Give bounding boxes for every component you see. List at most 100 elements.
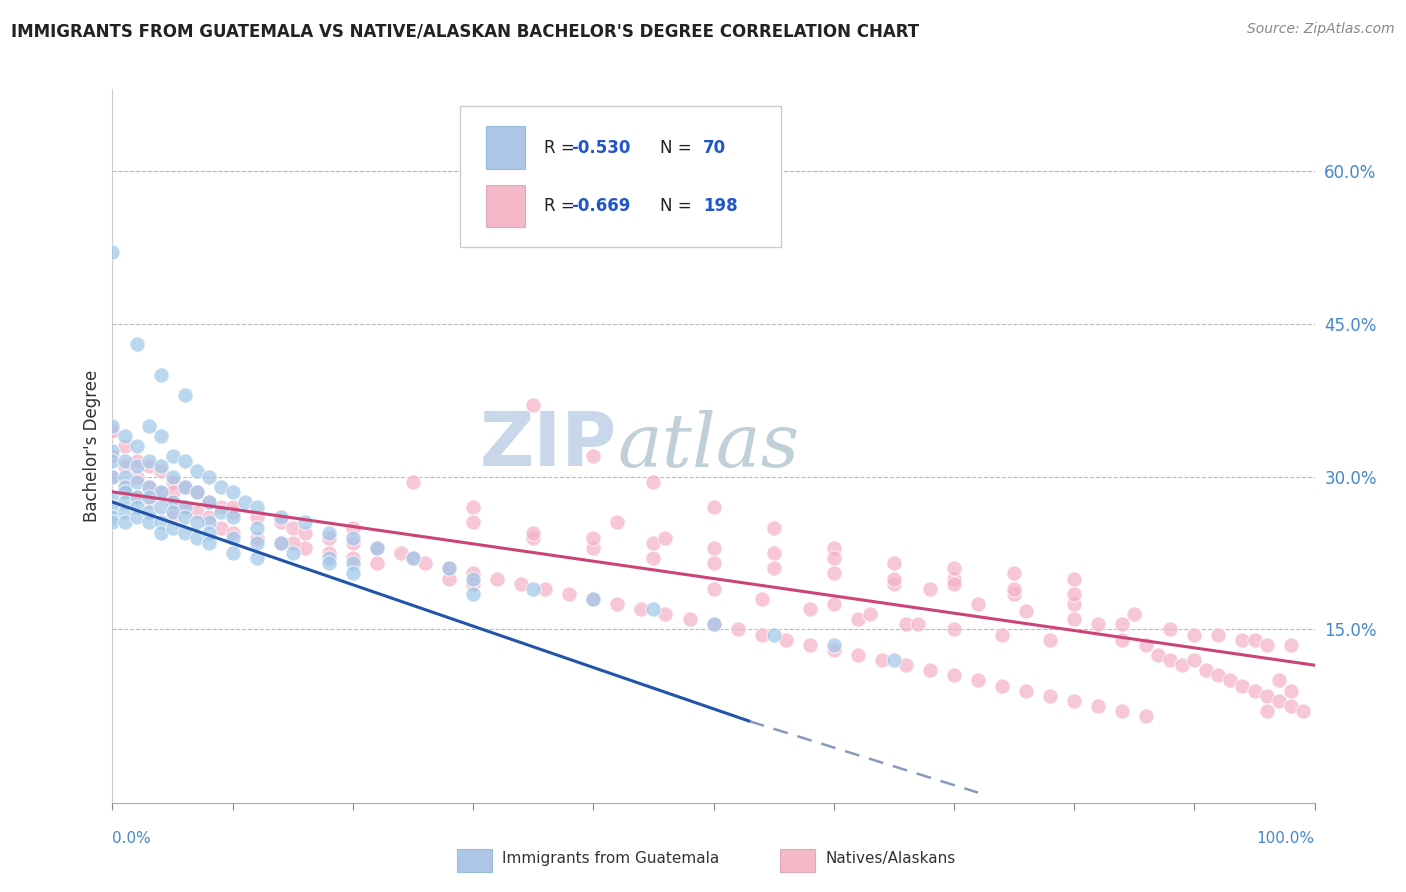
Point bbox=[246, 531, 269, 545]
Point bbox=[799, 638, 821, 652]
Point bbox=[967, 673, 990, 688]
Point bbox=[149, 429, 172, 443]
Point bbox=[1039, 689, 1062, 703]
Point bbox=[318, 551, 340, 566]
Point bbox=[162, 495, 184, 509]
Point bbox=[342, 556, 364, 570]
Point bbox=[125, 439, 148, 453]
Point bbox=[1135, 638, 1157, 652]
Point bbox=[1002, 582, 1025, 596]
Point bbox=[1147, 648, 1170, 662]
Point bbox=[246, 551, 269, 566]
Point bbox=[1002, 587, 1025, 601]
Point bbox=[461, 516, 484, 530]
Point bbox=[270, 536, 292, 550]
Point bbox=[294, 541, 316, 555]
Point bbox=[281, 546, 304, 560]
Point bbox=[114, 484, 136, 499]
Point bbox=[186, 531, 208, 545]
Point bbox=[510, 576, 533, 591]
Point bbox=[606, 516, 628, 530]
Point bbox=[606, 597, 628, 611]
Point bbox=[762, 561, 785, 575]
Point bbox=[162, 505, 184, 519]
Point bbox=[1232, 679, 1254, 693]
Text: 0.0%: 0.0% bbox=[112, 831, 152, 846]
Point bbox=[654, 607, 676, 622]
Point bbox=[1015, 683, 1038, 698]
Point bbox=[246, 536, 269, 550]
Point bbox=[342, 520, 364, 534]
Point bbox=[1063, 597, 1085, 611]
Point bbox=[138, 418, 160, 433]
Point bbox=[1267, 673, 1289, 688]
Point bbox=[342, 531, 364, 545]
Text: R =: R = bbox=[544, 196, 579, 215]
Point bbox=[114, 480, 136, 494]
Point bbox=[138, 480, 160, 494]
Point bbox=[162, 484, 184, 499]
Point bbox=[222, 531, 245, 545]
Point bbox=[149, 368, 172, 382]
Point bbox=[101, 418, 124, 433]
Point bbox=[101, 245, 124, 260]
Point bbox=[233, 495, 256, 509]
Point bbox=[1159, 623, 1181, 637]
Point bbox=[173, 525, 195, 540]
Point bbox=[186, 505, 208, 519]
Point bbox=[437, 572, 460, 586]
Point bbox=[114, 469, 136, 483]
Point bbox=[582, 449, 605, 463]
Point bbox=[173, 454, 195, 468]
Text: -0.530: -0.530 bbox=[571, 138, 631, 157]
Point bbox=[114, 516, 136, 530]
Point bbox=[125, 490, 148, 504]
Point bbox=[558, 587, 581, 601]
Point bbox=[114, 459, 136, 474]
Point bbox=[294, 516, 316, 530]
Point bbox=[402, 551, 425, 566]
Point bbox=[823, 643, 845, 657]
Point bbox=[197, 469, 219, 483]
Point bbox=[101, 510, 124, 524]
Point bbox=[762, 627, 785, 641]
Point bbox=[197, 495, 219, 509]
Point bbox=[101, 516, 124, 530]
Point bbox=[702, 617, 725, 632]
Point bbox=[114, 495, 136, 509]
Point bbox=[1267, 694, 1289, 708]
Point bbox=[643, 602, 665, 616]
Point bbox=[1123, 607, 1146, 622]
Point bbox=[823, 638, 845, 652]
Point bbox=[582, 591, 605, 606]
Point bbox=[281, 520, 304, 534]
Text: atlas: atlas bbox=[617, 409, 800, 483]
Text: N =: N = bbox=[661, 196, 697, 215]
Point bbox=[173, 500, 195, 515]
Point bbox=[1279, 683, 1302, 698]
Point bbox=[186, 484, 208, 499]
Point bbox=[727, 623, 749, 637]
Point bbox=[1208, 668, 1230, 682]
Point bbox=[883, 653, 905, 667]
Text: 198: 198 bbox=[703, 196, 738, 215]
Point bbox=[270, 536, 292, 550]
Point bbox=[294, 525, 316, 540]
Point bbox=[101, 500, 124, 515]
Point bbox=[197, 525, 219, 540]
Point bbox=[991, 627, 1014, 641]
Point bbox=[486, 572, 509, 586]
Point bbox=[222, 500, 245, 515]
Point bbox=[149, 484, 172, 499]
Point bbox=[1256, 704, 1278, 718]
Point bbox=[186, 465, 208, 479]
Point bbox=[461, 587, 484, 601]
Point bbox=[101, 424, 124, 438]
Point bbox=[859, 607, 882, 622]
Point bbox=[149, 516, 172, 530]
Point bbox=[197, 516, 219, 530]
Point bbox=[222, 510, 245, 524]
Point bbox=[1111, 617, 1133, 632]
Point bbox=[942, 623, 965, 637]
Point bbox=[702, 541, 725, 555]
